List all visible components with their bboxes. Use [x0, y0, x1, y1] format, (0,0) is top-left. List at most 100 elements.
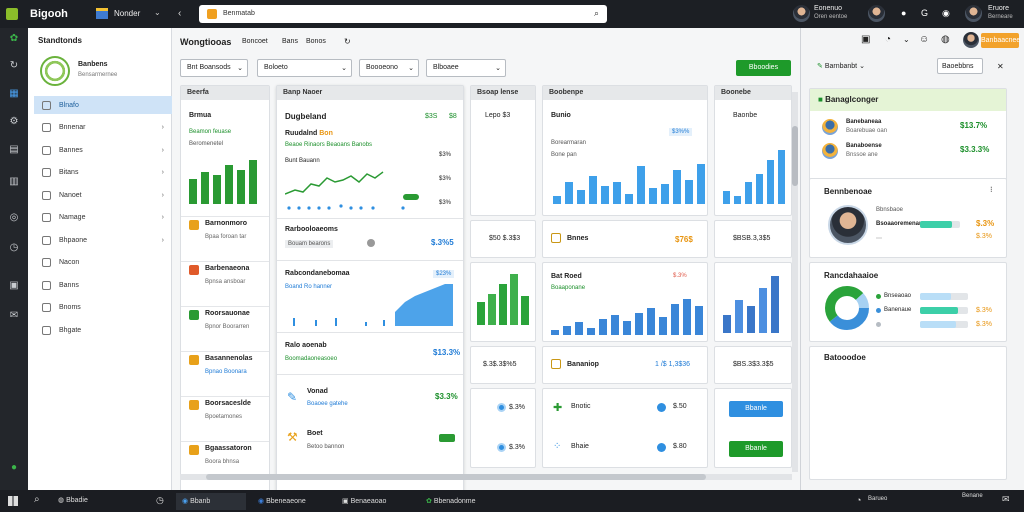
filter-4[interactable]: Blboaee ⌄: [426, 59, 506, 77]
grid-icon[interactable]: ▤: [9, 144, 19, 155]
panel-c-row2-title: Bat Roed: [551, 273, 582, 280]
list-item-title[interactable]: Barnonmoro: [205, 220, 247, 227]
sidebar-item[interactable]: Banns: [34, 276, 172, 294]
taskbar-app-3[interactable]: ▣ Benaeaoao: [336, 493, 414, 510]
search-input[interactable]: Benmatab ⌕: [199, 5, 607, 23]
settings-icon[interactable]: ⚙: [9, 116, 19, 127]
add-button[interactable]: Bboodies: [736, 60, 791, 76]
row2-title: Rarbooloaeoms: [285, 226, 338, 233]
profile-avatar[interactable]: [965, 5, 982, 22]
user-name: Eonenuo: [814, 5, 843, 12]
sidebar-item[interactable]: Bhpaone ›: [34, 231, 172, 249]
list-item-title[interactable]: Barbenaeona: [205, 265, 250, 272]
chat-icon[interactable]: ◔: [885, 34, 892, 45]
google-icon[interactable]: G: [921, 8, 929, 18]
close-icon[interactable]: ✕: [997, 62, 1004, 71]
section-link[interactable]: ✎ Barnbanbt ⌄: [817, 62, 865, 70]
mail-icon[interactable]: ✉: [9, 310, 19, 321]
leaf-icon[interactable]: ✿: [9, 33, 19, 44]
row2-value: $.3%5: [431, 238, 454, 247]
chart-icon[interactable]: ▥: [9, 176, 19, 187]
item-name[interactable]: Banaboense: [846, 143, 882, 149]
sidebar-item[interactable]: Bnoms: [34, 299, 172, 317]
calendar-icon[interactable]: ▣: [861, 34, 871, 45]
calendar-icon[interactable]: ▦: [9, 88, 19, 99]
chevron-down-icon: ⌄: [495, 65, 501, 72]
sidebar-item[interactable]: Bannes ›: [34, 141, 172, 159]
item-name[interactable]: Banebaneaa: [846, 119, 882, 125]
status-icon[interactable]: ●: [10, 462, 18, 473]
panel-d-button-1[interactable]: Bbanle: [729, 401, 783, 417]
sidebar-item[interactable]: Nanoet ›: [34, 186, 172, 204]
tab-boncoet[interactable]: Boncoet: [242, 38, 268, 45]
sidebar-item[interactable]: Nacon: [34, 254, 172, 272]
refresh-icon[interactable]: ↻: [9, 60, 19, 71]
taskbar-app-1[interactable]: ◉ Bbanb: [176, 493, 246, 510]
wifi-icon[interactable]: ◔: [856, 495, 862, 505]
filter-1-label: Bnt Boansods: [187, 64, 231, 71]
taskbar-app-4[interactable]: ✿ Bbenadonme: [420, 493, 500, 510]
tab-bonos[interactable]: Bonos: [306, 38, 326, 45]
legend-progress-fill: [920, 321, 956, 328]
windows-icon[interactable]: [8, 496, 18, 506]
area-series: [395, 284, 453, 326]
taskbar-app-2[interactable]: ◉ Bbeneaeone: [252, 493, 330, 510]
notification-icon[interactable]: ✉: [1002, 494, 1010, 504]
notification-icon[interactable]: ◉: [942, 8, 950, 18]
panel-d-button-2[interactable]: Bbanle: [729, 441, 783, 457]
list-item-title[interactable]: Basannenolas: [205, 355, 253, 362]
toggle-icon[interactable]: [367, 239, 375, 247]
secondary-button[interactable]: Baoebbns: [937, 58, 983, 74]
sub-title-text: Ruudalnd: [285, 130, 318, 137]
list-item-title[interactable]: Boorsaceslde: [205, 400, 251, 407]
filter-2[interactable]: Boloeto ⌄: [257, 59, 352, 77]
right-avatar[interactable]: [963, 32, 979, 48]
list-item-title[interactable]: Roorsauonae: [205, 310, 250, 317]
image-icon[interactable]: ▣: [9, 280, 19, 291]
shield-icon[interactable]: ●: [901, 8, 907, 18]
emoji-icon[interactable]: ☺: [919, 34, 930, 45]
horizontal-scrollbar[interactable]: [180, 474, 792, 480]
sidebar-item[interactable]: Bhgate: [34, 321, 172, 339]
legend-value: $.3%: [976, 321, 992, 328]
user-avatar[interactable]: [793, 5, 810, 22]
tab-nonder[interactable]: Nonder ⌄: [94, 6, 166, 22]
bar-c2: [551, 329, 559, 335]
clock-icon[interactable]: ◷: [9, 242, 19, 253]
taskbar-search[interactable]: ◍ Bbadie: [58, 496, 88, 504]
search-icon[interactable]: ⌕: [593, 8, 599, 18]
profile-value-2: $.3%: [976, 233, 992, 240]
more-icon[interactable]: ⁝: [990, 185, 993, 194]
action-chip[interactable]: [439, 434, 455, 442]
sidebar-item[interactable]: Blnafo: [34, 96, 172, 114]
legend-progress-fill: [920, 307, 959, 314]
globe-icon[interactable]: ◍: [941, 34, 950, 45]
sidebar-item[interactable]: Bitans ›: [34, 164, 172, 182]
back-icon[interactable]: ‹: [178, 8, 182, 19]
chevron-down-icon[interactable]: ⌄: [903, 35, 910, 44]
sidebar-item[interactable]: Bnnenar ›: [34, 119, 172, 137]
panel-c-row4-label: Bnotic: [571, 403, 591, 410]
panel-a-link[interactable]: Beaoe Rinaors Beaoans Banobs: [285, 142, 373, 148]
chevron-down-icon: ⌄: [859, 63, 865, 70]
add-button-label: Bboodies: [748, 64, 779, 71]
clock-icon[interactable]: ◷: [156, 495, 164, 505]
sidebar-item[interactable]: Namage ›: [34, 209, 172, 227]
h-scroll-thumb[interactable]: [206, 474, 706, 480]
list-item-title[interactable]: Bgaassatoron: [205, 445, 252, 452]
list-divider: [181, 441, 269, 442]
sidebar-item-icon: [42, 303, 51, 312]
search-icon[interactable]: ⌕: [34, 494, 40, 505]
scroll-thumb[interactable]: [792, 126, 798, 186]
right-box-1-header: ■ Banaglconger: [810, 89, 1006, 111]
contact-avatar[interactable]: [868, 5, 885, 22]
tab-bans[interactable]: Bans: [282, 38, 298, 45]
filter-3[interactable]: Boooeono ⌄: [359, 59, 419, 77]
vertical-scrollbar[interactable]: [792, 92, 798, 472]
location-icon[interactable]: ◎: [9, 212, 19, 223]
row3-title: Rabcondanebomaa: [285, 270, 350, 277]
filter-1[interactable]: Bnt Boansods ⌄: [180, 59, 248, 77]
chevron-down-icon[interactable]: ⌄: [154, 8, 161, 17]
panel-c-4: ✚ Bnotic $.50 ⁘ Bhaie $.80: [542, 388, 708, 468]
header-button[interactable]: Banbaacnee: [981, 33, 1020, 48]
